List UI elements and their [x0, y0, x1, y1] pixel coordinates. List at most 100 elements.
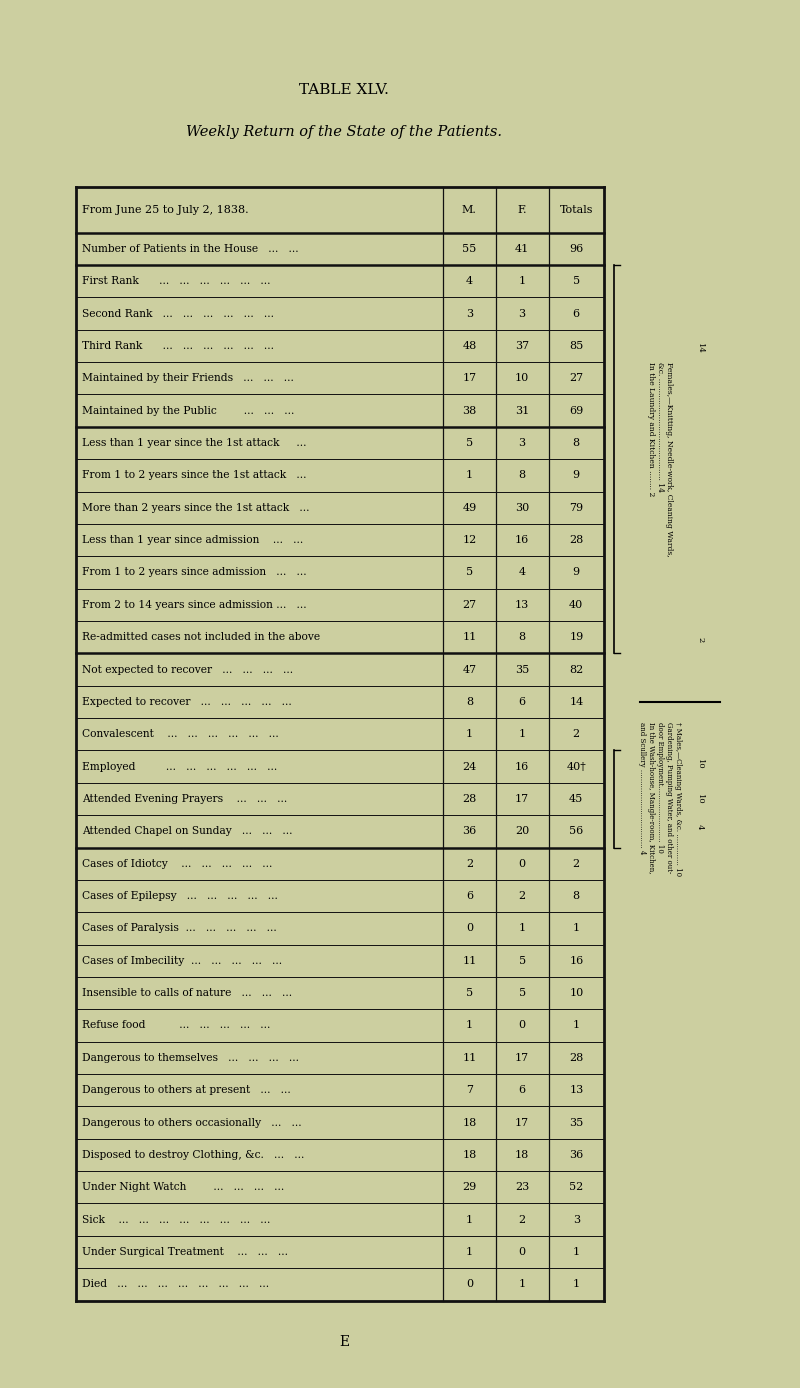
- Text: Died   ...   ...   ...   ...   ...   ...   ...   ...: Died ... ... ... ... ... ... ... ...: [82, 1280, 270, 1289]
- Text: Employed         ...   ...   ...   ...   ...   ...: Employed ... ... ... ... ... ...: [82, 762, 278, 772]
- Text: 3: 3: [466, 308, 473, 319]
- Text: 28: 28: [569, 1053, 583, 1063]
- Text: 41: 41: [515, 244, 530, 254]
- Text: 5: 5: [573, 276, 580, 286]
- Text: Re-admitted cases not included in the above: Re-admitted cases not included in the ab…: [82, 632, 321, 643]
- Text: 8: 8: [518, 471, 526, 480]
- Text: 13: 13: [569, 1085, 583, 1095]
- Text: 28: 28: [462, 794, 477, 804]
- Text: 4: 4: [518, 568, 526, 577]
- Text: 3: 3: [573, 1214, 580, 1224]
- Text: 1: 1: [573, 923, 580, 933]
- Text: 0: 0: [518, 1020, 526, 1030]
- Text: Females,—Knitting, Needle-work, Cleaning Wards,
&c. ............................: Females,—Knitting, Needle-work, Cleaning…: [646, 362, 674, 557]
- Text: 5: 5: [466, 568, 473, 577]
- Text: Dangerous to others occasionally   ...   ...: Dangerous to others occasionally ... ...: [82, 1117, 302, 1127]
- Text: From 2 to 14 years since admission ...   ...: From 2 to 14 years since admission ... .…: [82, 600, 307, 609]
- Text: Convalescent    ...   ...   ...   ...   ...   ...: Convalescent ... ... ... ... ... ...: [82, 729, 279, 740]
- Text: 2: 2: [696, 637, 704, 643]
- Text: 18: 18: [515, 1149, 530, 1160]
- Text: Maintained by their Friends   ...   ...   ...: Maintained by their Friends ... ... ...: [82, 373, 294, 383]
- Text: Maintained by the Public        ...   ...   ...: Maintained by the Public ... ... ...: [82, 405, 294, 415]
- Text: 35: 35: [515, 665, 530, 675]
- Text: 1: 1: [573, 1280, 580, 1289]
- Text: Number of Patients in the House   ...   ...: Number of Patients in the House ... ...: [82, 244, 299, 254]
- Text: Attended Evening Prayers    ...   ...   ...: Attended Evening Prayers ... ... ...: [82, 794, 288, 804]
- Text: From June 25 to July 2, 1838.: From June 25 to July 2, 1838.: [82, 205, 249, 215]
- Text: 47: 47: [462, 665, 477, 675]
- Text: F.: F.: [518, 205, 527, 215]
- Text: 29: 29: [462, 1183, 477, 1192]
- Text: 1: 1: [466, 729, 473, 740]
- Text: 40: 40: [569, 600, 583, 609]
- Text: 40†: 40†: [566, 762, 586, 772]
- Text: 20: 20: [515, 826, 530, 837]
- Text: 2: 2: [518, 1214, 526, 1224]
- Text: 9: 9: [573, 471, 580, 480]
- Text: Refuse food          ...   ...   ...   ...   ...: Refuse food ... ... ... ... ...: [82, 1020, 270, 1030]
- Text: Cases of Paralysis  ...   ...   ...   ...   ...: Cases of Paralysis ... ... ... ... ...: [82, 923, 277, 933]
- Text: Weekly Return of the State of the Patients.: Weekly Return of the State of the Patien…: [186, 125, 502, 139]
- Text: 0: 0: [466, 923, 473, 933]
- Text: 3: 3: [518, 439, 526, 448]
- Text: More than 2 years since the 1st attack   ...: More than 2 years since the 1st attack .…: [82, 502, 310, 512]
- Text: Insensible to calls of nature   ...   ...   ...: Insensible to calls of nature ... ... ..…: [82, 988, 293, 998]
- Text: 28: 28: [569, 536, 583, 545]
- Text: 96: 96: [569, 244, 583, 254]
- Text: 17: 17: [515, 1117, 530, 1127]
- Text: 27: 27: [462, 600, 477, 609]
- Text: 23: 23: [515, 1183, 530, 1192]
- Text: 1: 1: [518, 1280, 526, 1289]
- Text: 17: 17: [515, 794, 530, 804]
- Text: Disposed to destroy Clothing, &c.   ...   ...: Disposed to destroy Clothing, &c. ... ..…: [82, 1149, 305, 1160]
- Text: 11: 11: [462, 632, 477, 643]
- Text: 3: 3: [518, 308, 526, 319]
- Text: 56: 56: [569, 826, 583, 837]
- Text: First Rank      ...   ...   ...   ...   ...   ...: First Rank ... ... ... ... ... ...: [82, 276, 271, 286]
- Text: 0: 0: [518, 859, 526, 869]
- Text: 49: 49: [462, 502, 477, 512]
- Text: 5: 5: [466, 988, 473, 998]
- Text: 6: 6: [466, 891, 473, 901]
- Text: 9: 9: [573, 568, 580, 577]
- Text: 0: 0: [518, 1246, 526, 1258]
- Text: 1: 1: [466, 1214, 473, 1224]
- Text: 36: 36: [462, 826, 477, 837]
- Text: 30: 30: [515, 502, 530, 512]
- Text: 2: 2: [573, 859, 580, 869]
- Text: 8: 8: [573, 439, 580, 448]
- Text: Under Night Watch        ...   ...   ...   ...: Under Night Watch ... ... ... ...: [82, 1183, 285, 1192]
- Text: 17: 17: [515, 1053, 530, 1063]
- Text: 35: 35: [569, 1117, 583, 1127]
- Text: 19: 19: [569, 632, 583, 643]
- Text: 31: 31: [515, 405, 530, 415]
- Text: 48: 48: [462, 341, 477, 351]
- Text: 6: 6: [573, 308, 580, 319]
- Text: Attended Chapel on Sunday   ...   ...   ...: Attended Chapel on Sunday ... ... ...: [82, 826, 293, 837]
- Text: 10: 10: [515, 373, 530, 383]
- Text: 27: 27: [570, 373, 583, 383]
- Text: 11: 11: [462, 1053, 477, 1063]
- Text: 1: 1: [518, 923, 526, 933]
- Text: E: E: [339, 1335, 349, 1349]
- Text: Less than 1 year since the 1st attack     ...: Less than 1 year since the 1st attack ..…: [82, 439, 307, 448]
- Text: Less than 1 year since admission    ...   ...: Less than 1 year since admission ... ...: [82, 536, 304, 545]
- Text: Sick    ...   ...   ...   ...   ...   ...   ...   ...: Sick ... ... ... ... ... ... ... ...: [82, 1214, 270, 1224]
- Text: 1: 1: [466, 1020, 473, 1030]
- Text: 10: 10: [569, 988, 583, 998]
- Text: 1: 1: [573, 1020, 580, 1030]
- Text: 37: 37: [515, 341, 530, 351]
- Text: 4: 4: [696, 824, 704, 830]
- Text: Cases of Imbecility  ...   ...   ...   ...   ...: Cases of Imbecility ... ... ... ... ...: [82, 956, 282, 966]
- Text: 1: 1: [466, 1246, 473, 1258]
- Text: 8: 8: [466, 697, 473, 706]
- Text: 85: 85: [569, 341, 583, 351]
- Text: 16: 16: [515, 536, 530, 545]
- Text: 52: 52: [569, 1183, 583, 1192]
- Text: Not expected to recover   ...   ...   ...   ...: Not expected to recover ... ... ... ...: [82, 665, 294, 675]
- Text: 5: 5: [518, 956, 526, 966]
- Text: 69: 69: [569, 405, 583, 415]
- Text: 6: 6: [518, 697, 526, 706]
- Text: 79: 79: [570, 502, 583, 512]
- Text: M.: M.: [462, 205, 477, 215]
